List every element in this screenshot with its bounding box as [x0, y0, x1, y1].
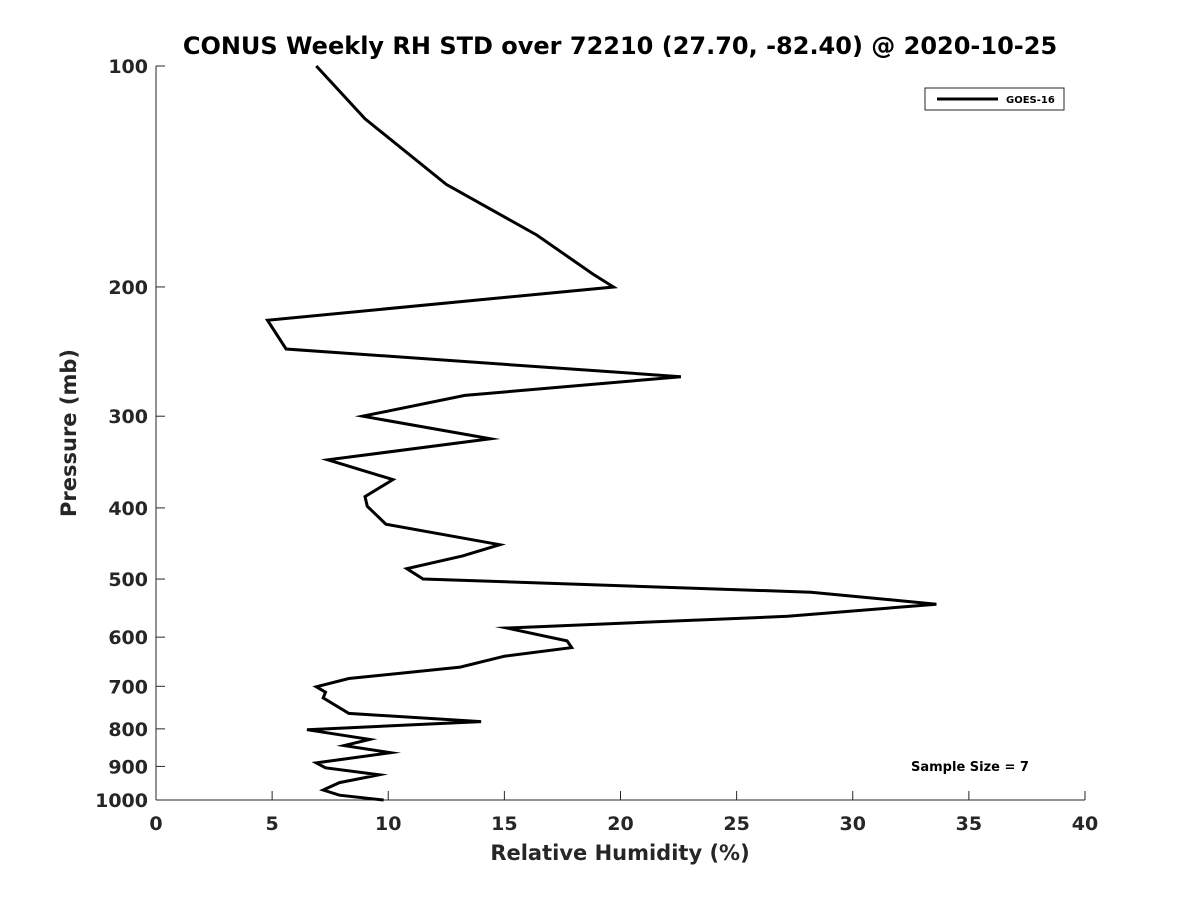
- x-ticks: 0 5 10 15 20 25 30 35 40: [149, 791, 1098, 835]
- y-tick-label: 300: [108, 406, 148, 428]
- x-axis-label: Relative Humidity (%): [490, 841, 749, 865]
- y-tick-label: 900: [108, 756, 148, 778]
- y-axis-label: Pressure (mb): [57, 349, 81, 517]
- x-tick-label: 30: [840, 813, 866, 835]
- x-tick-label: 5: [266, 813, 279, 835]
- axes: 0 5 10 15 20 25 30 35 40 100 200 300 400 500 600 700 80…: [95, 56, 1098, 835]
- y-tick-label: 700: [108, 676, 148, 698]
- series-line-goes-16: [264, 64, 937, 802]
- y-tick-label: 500: [108, 569, 148, 591]
- y-tick-label: 600: [108, 627, 148, 649]
- x-tick-label: 15: [491, 813, 517, 835]
- y-tick-label: 800: [108, 719, 148, 741]
- x-tick-label: 25: [723, 813, 749, 835]
- x-tick-label: 20: [607, 813, 633, 835]
- y-tick-label: 100: [108, 56, 148, 78]
- x-tick-label: 10: [375, 813, 401, 835]
- x-tick-label: 40: [1072, 813, 1098, 835]
- y-tick-label: 1000: [95, 790, 148, 812]
- series-layer: [264, 64, 937, 802]
- x-tick-label: 0: [149, 813, 162, 835]
- legend: GOES-16: [924, 87, 1065, 111]
- legend-label: GOES-16: [1006, 95, 1055, 106]
- y-ticks: 100 200 300 400 500 600 700 800 900 1000: [95, 56, 165, 812]
- y-tick-label: 400: [108, 498, 148, 520]
- x-tick-label: 35: [956, 813, 982, 835]
- y-tick-label: 200: [108, 277, 148, 299]
- chart-title: CONUS Weekly RH STD over 72210 (27.70, -…: [183, 32, 1057, 60]
- sample-size-annotation: Sample Size = 7: [911, 760, 1029, 775]
